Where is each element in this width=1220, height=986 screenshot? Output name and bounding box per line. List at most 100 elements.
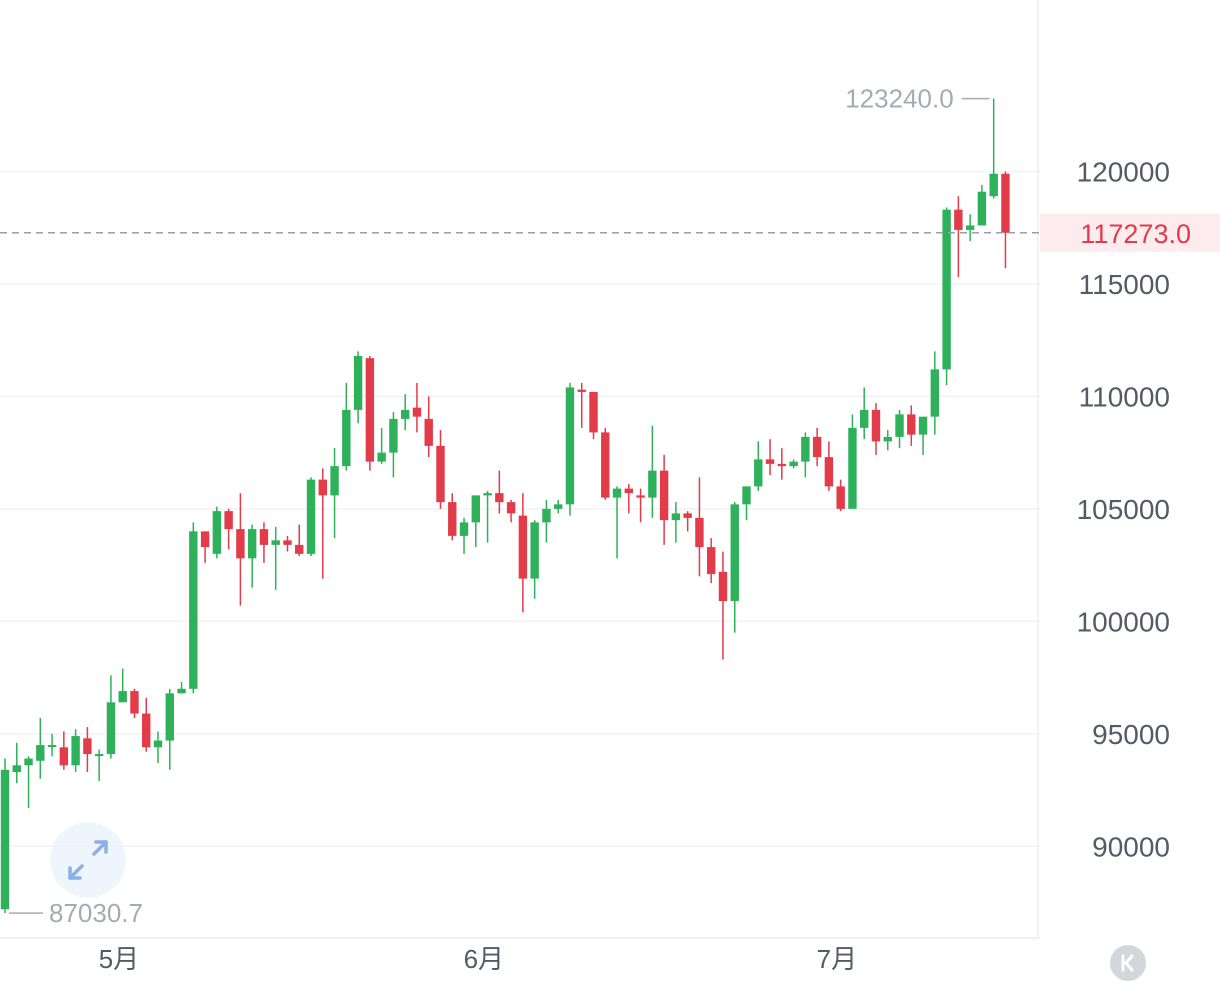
candle-body [624,488,634,494]
scroll-to-start-button[interactable] [1110,945,1146,981]
candle-body [0,769,10,910]
candle-body [118,691,127,703]
price-axis: 90000 95000 100000 105000 110000 115000 120000 [1077,156,1170,862]
candle-body [954,209,963,230]
candle-down [142,697,151,752]
candle-up [24,756,33,809]
time-tick-label: 6月 [464,944,504,974]
candle-body [424,418,433,446]
price-tick-label: 100000 [1077,606,1170,637]
candle-up [977,184,987,226]
candle-up [930,351,940,435]
candle-body [577,389,586,392]
candle-down [295,524,304,557]
candle-body [565,387,575,505]
candle-body [224,511,233,530]
candle-up [400,394,410,431]
candle-body [718,571,728,602]
candle-down [59,731,69,770]
candle-body [765,459,775,464]
annotations: 123240.0 87030.7 [9,84,990,928]
expand-chart-button[interactable] [50,822,126,898]
candle-body [636,495,645,498]
price-tick-label: 105000 [1077,494,1170,525]
candle-up [118,668,127,703]
candle-body [353,355,363,410]
candle-up [36,718,45,779]
candle-up [754,441,763,491]
candle-down [518,493,528,613]
candle-down [624,484,634,514]
candle-up [483,490,492,543]
candle-down [83,727,92,773]
candle-body [730,504,739,602]
candle-up [71,729,80,773]
candle-up [542,499,551,543]
candle-down [448,493,457,541]
candle-body [965,225,975,230]
candle-down [824,441,834,491]
candle-up [47,733,57,757]
candle-down [812,427,822,467]
candle-body [318,479,327,496]
candle-up [353,351,363,424]
candle-down [495,470,504,514]
candle-body [683,513,692,518]
candle-down [659,454,669,545]
candle-up [247,524,257,588]
collapse-to-start-icon [1121,954,1134,972]
candle-body [601,432,610,498]
candle-body [812,436,822,458]
candle-body [59,747,69,766]
candle-up [883,430,892,451]
candle-body [71,736,80,766]
price-tick-label: 110000 [1079,381,1170,412]
last-price-badge [1040,213,1220,252]
candle-up [671,502,681,543]
candle-down [954,196,963,278]
candle-up [153,731,163,764]
candle-body [801,436,810,462]
candle-up [165,688,174,770]
min-price-label: 87030.7 [49,898,143,928]
candle-down [200,531,210,563]
candle-body [1001,173,1010,233]
price-tick-label: 115000 [1079,269,1170,300]
last-price-indicator: 117273.0 [0,213,1220,252]
candle-body [24,758,33,766]
candle-up [306,477,316,557]
candle-body [130,691,139,714]
candle-body [236,529,245,559]
candle-down [259,522,269,563]
candle-up [459,517,469,554]
candle-body [83,738,92,755]
candle-up [895,409,904,449]
candle-body [342,409,351,467]
candle-up [212,506,222,559]
candle-body [742,486,751,505]
candle-down [236,493,245,606]
candle-up [0,758,10,914]
candle-body [883,436,892,442]
candle-body [306,479,316,554]
candle-up [177,682,186,694]
candle-up [965,214,975,242]
candle-down [130,688,139,719]
candle-up [730,502,739,633]
last-price-label: 117273.0 [1080,219,1191,249]
candle-body [659,470,669,521]
candles [0,98,1010,914]
candle-down [836,479,845,512]
candle-down [577,382,586,428]
candle-body [247,529,257,559]
candle-body [459,522,469,536]
candle-up [789,459,798,469]
candle-up [330,448,339,539]
candle-body [495,493,504,503]
candle-down [636,488,645,523]
candle-up [530,520,539,599]
candle-up [342,382,351,471]
candle-up [742,486,751,521]
candle-body [389,418,398,453]
